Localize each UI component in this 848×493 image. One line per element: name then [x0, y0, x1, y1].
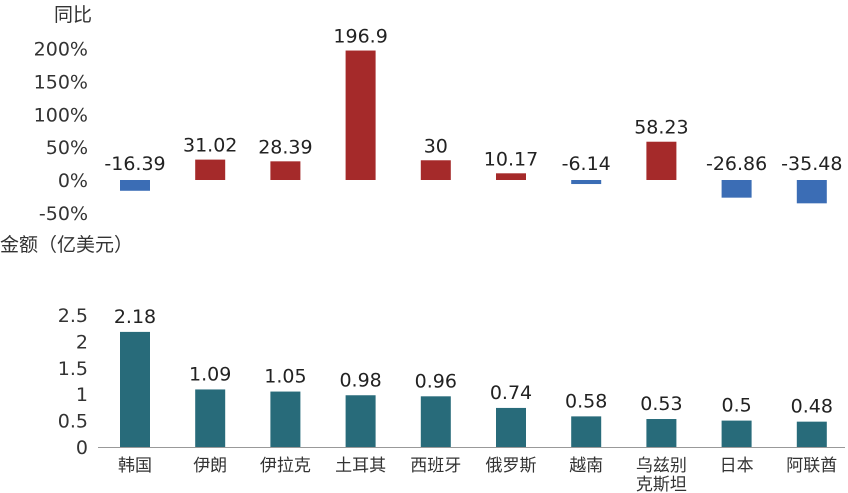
top-bar-value-label: -35.48: [781, 153, 842, 175]
top-y-tick-label: 100%: [34, 104, 88, 126]
top-bar-value-label: 30: [424, 135, 448, 157]
top-y-tick-label: 50%: [46, 137, 88, 159]
bottom-bar: [120, 331, 150, 447]
top-chart-y-axis: -50% 0% 50% 100% 150% 200%: [34, 39, 88, 225]
top-bar-value-label: 196.9: [333, 26, 387, 48]
bottom-bar: [646, 419, 677, 447]
bottom-y-tick-label: 1.5: [58, 358, 88, 380]
x-category-label: 越南: [569, 456, 603, 476]
bottom-y-tick-label: 2: [76, 331, 88, 353]
top-bar: [345, 50, 376, 180]
top-bar-value-label: 10.17: [484, 148, 538, 170]
top-bar-value-label: 28.39: [258, 136, 312, 158]
x-category-label: 伊拉克: [260, 456, 311, 476]
top-y-tick-label: 200%: [34, 39, 88, 61]
bottom-chart-ylabel: 金额（亿美元）: [0, 234, 133, 256]
top-bar: [270, 161, 301, 180]
top-y-tick-label: -50%: [39, 203, 88, 225]
bottom-bar-value-label: 0.74: [490, 382, 532, 404]
top-bar: [571, 180, 602, 185]
bottom-chart-y-axis: 0 0.5 1 1.5 2 2.5: [58, 305, 88, 459]
x-category-label: 韩国: [118, 456, 152, 476]
bottom-bar-value-label: 0.48: [791, 396, 833, 418]
bottom-bar: [195, 389, 226, 447]
top-bar-value-label: -6.14: [562, 153, 611, 175]
bottom-bar: [721, 420, 752, 447]
bottom-bar-value-label: 0.53: [640, 393, 682, 415]
top-bar: [721, 180, 752, 198]
bottom-bar-value-label: 0.98: [339, 369, 381, 391]
x-category-label: 阿联酋: [786, 456, 837, 476]
top-bar: [796, 180, 827, 204]
top-bar-value-label: -26.86: [706, 153, 767, 175]
x-category-label: 伊朗: [193, 456, 227, 476]
bottom-bar: [270, 391, 301, 447]
top-bar-value-label: 58.23: [634, 117, 688, 139]
bottom-bar: [571, 416, 602, 447]
top-bar-value-label: -16.39: [104, 153, 165, 175]
x-category-label: 乌兹别: [636, 456, 687, 476]
top-bar: [646, 141, 677, 180]
bottom-bar: [420, 396, 451, 447]
bottom-bar-value-label: 0.5: [721, 395, 751, 417]
bottom-bar-value-label: 0.96: [415, 370, 457, 392]
bottom-bar-value-label: 1.09: [189, 363, 231, 385]
top-bar: [496, 173, 526, 180]
bottom-chart-bars: 2.18 1.09 1.05 0.98 0.96 0.74 0.58 0.53 0.5 0.48: [114, 306, 833, 447]
top-y-tick-label: 150%: [34, 71, 88, 93]
top-bar: [120, 180, 150, 191]
top-bar: [420, 160, 451, 180]
top-chart-bars: -16.39 31.02 28.39 196.9 30 10.17 -6.14 58.23 -2…: [104, 26, 842, 204]
x-category-label: 西班牙: [410, 456, 461, 476]
top-chart-ylabel: 同比: [54, 4, 92, 26]
x-category-label: 俄罗斯: [486, 456, 537, 476]
bottom-y-tick-label: 0: [76, 437, 88, 459]
bottom-y-tick-label: 1: [76, 384, 88, 406]
bottom-bar-value-label: 2.18: [114, 306, 156, 328]
bottom-bar-value-label: 1.05: [264, 366, 306, 388]
bottom-y-tick-label: 2.5: [58, 305, 88, 327]
x-category-label: 克斯坦: [636, 475, 687, 493]
top-bar-value-label: 31.02: [183, 135, 237, 157]
top-y-tick-label: 0%: [58, 170, 88, 192]
bottom-y-tick-label: 0.5: [58, 411, 88, 433]
bottom-bar: [345, 395, 376, 447]
bottom-bar: [796, 421, 827, 447]
bottom-bar: [496, 407, 526, 447]
x-category-label: 日本: [720, 456, 754, 476]
bottom-bar-value-label: 0.58: [565, 390, 607, 412]
x-category-label: 土耳其: [335, 456, 386, 476]
top-bar: [195, 159, 226, 180]
